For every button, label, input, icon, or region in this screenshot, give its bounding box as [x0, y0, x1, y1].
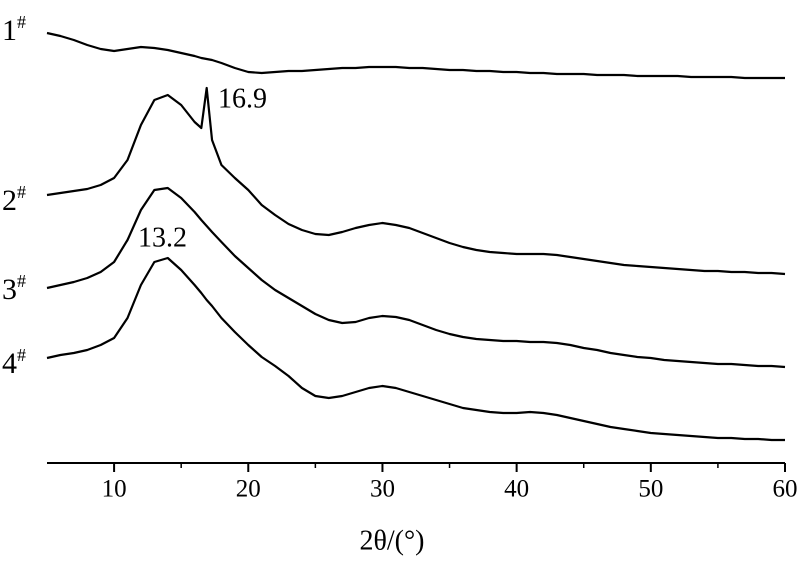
peak-annotation: 16.9	[218, 83, 267, 114]
x-tick-label: 30	[370, 476, 395, 503]
series-label: 2#	[2, 182, 26, 217]
series-label: 4#	[2, 345, 26, 380]
series-label: 1#	[2, 12, 26, 47]
x-axis-title: 2θ/(°)	[359, 525, 424, 556]
x-tick-label: 10	[102, 476, 127, 503]
x-tick-label: 40	[504, 476, 529, 503]
line-series	[46, 31, 785, 80]
x-tick-label: 60	[773, 476, 798, 503]
x-tick-label: 50	[638, 476, 663, 503]
line-series	[46, 186, 786, 369]
peak-annotation: 13.2	[138, 222, 187, 253]
x-tick-label: 20	[236, 476, 261, 503]
series-label: 3#	[2, 271, 26, 306]
line-series	[46, 256, 785, 442]
line-series	[46, 86, 786, 276]
